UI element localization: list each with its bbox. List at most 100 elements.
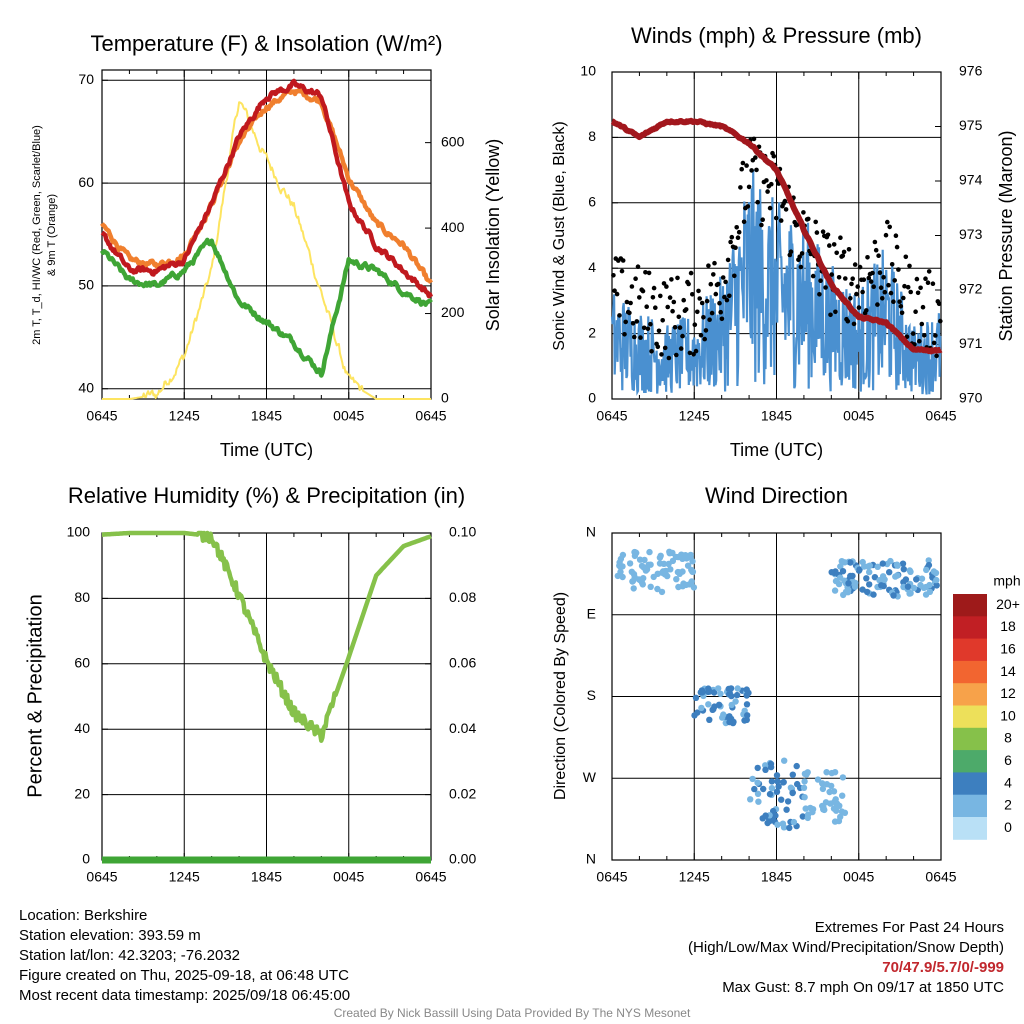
gust-point [771, 153, 777, 159]
gust-point [864, 308, 869, 313]
gust-point [653, 305, 658, 311]
x-tick-label: 0645 [925, 869, 956, 885]
series-2m-t [100, 78, 434, 299]
gust-point [749, 168, 754, 173]
x-tick-label: 0645 [86, 869, 117, 885]
direction-point [904, 583, 912, 590]
gust-point [674, 352, 679, 358]
gust-point [810, 273, 816, 279]
direction-point [838, 558, 845, 565]
y-tick-label-left: 100 [67, 524, 91, 540]
direction-point [744, 712, 751, 719]
y-tick-label-left: N [586, 524, 596, 540]
direction-point [692, 694, 700, 701]
gust-point [646, 270, 652, 276]
y-tick-label-left: 40 [78, 379, 94, 395]
gust-point [841, 249, 847, 255]
direction-point [762, 766, 769, 773]
direction-point [686, 581, 693, 588]
gust-point [833, 309, 838, 315]
gust-point [827, 243, 832, 248]
direction-point [856, 566, 863, 573]
direction-point [779, 820, 787, 827]
colorbar-swatch [953, 705, 987, 729]
gust-point [720, 275, 726, 280]
figure-canvas: 0645 1245 1845 0045 0645405060700200400600Te… [24, 23, 1021, 885]
direction-point [754, 779, 761, 786]
gust-point [872, 239, 878, 245]
colorbar-label: 16 [1000, 640, 1016, 656]
gust-point [740, 160, 746, 166]
direction-point [691, 712, 698, 719]
direction-point [665, 560, 672, 568]
gust-point [894, 244, 900, 250]
gust-point [637, 295, 642, 300]
gust-point [697, 296, 702, 301]
gust-point [852, 262, 858, 267]
colorbar: mph 20+ 18 16 14 12 10 8 6 4 2 0 [953, 573, 1021, 840]
x-tick-label: 0645 [415, 869, 446, 885]
y-axis-title-left: Percent & Precipitation [24, 594, 46, 797]
y-tick-label-left: S [587, 687, 596, 703]
gust-point [769, 181, 774, 187]
direction-point [933, 582, 940, 589]
gust-point [876, 253, 881, 258]
gust-point [877, 270, 883, 276]
gust-point [704, 298, 710, 304]
direction-point [794, 780, 801, 788]
y-tick-label-right: 0.04 [449, 720, 476, 736]
gust-point [783, 207, 789, 212]
y-tick-label-left: 8 [588, 128, 596, 144]
colorbar-label: 14 [1000, 663, 1016, 679]
gust-point [622, 332, 627, 337]
y-tick-label-left: 0 [588, 390, 596, 406]
direction-point [847, 559, 854, 566]
colorbar-swatch [953, 683, 987, 706]
x-tick-label: 1845 [251, 869, 282, 885]
colorbar-label: 2 [1004, 797, 1012, 813]
gust-point [650, 295, 656, 300]
direction-point [906, 567, 913, 574]
gust-point [645, 326, 651, 332]
direction-point [839, 792, 846, 799]
direction-point [892, 573, 899, 580]
gust-point [897, 299, 902, 305]
gust-point [678, 346, 684, 351]
gust-point [620, 258, 626, 263]
x-tick-label: 1845 [251, 408, 282, 424]
gust-point [745, 204, 751, 209]
gust-point [709, 310, 715, 316]
colorbar-label: 8 [1004, 730, 1012, 746]
direction-point [747, 796, 754, 803]
direction-point [837, 563, 844, 570]
direction-point [745, 689, 752, 697]
extremes-info: Extremes For Past 24 Hours (High/Low/Max… [688, 918, 1004, 998]
gust-point [850, 276, 855, 282]
series-gust [611, 136, 943, 361]
direction-point [699, 689, 706, 696]
direction-point [826, 788, 833, 796]
y-tick-label-left: 20 [74, 785, 90, 801]
extremes-heading: Extremes For Past 24 Hours [814, 919, 1004, 936]
direction-point [913, 576, 920, 583]
gust-point [751, 136, 757, 142]
gust-point [896, 267, 901, 272]
gust-point [715, 281, 721, 287]
y-tick-label-left: 2 [588, 324, 596, 340]
direction-point [654, 585, 661, 593]
gust-point [755, 199, 760, 205]
direction-point [800, 784, 808, 791]
gust-point [688, 270, 694, 276]
gust-point [840, 253, 846, 259]
direction-point [650, 573, 657, 581]
gust-point [834, 250, 839, 256]
x-tick-label: 1245 [679, 869, 710, 885]
y-tick-label-right: 970 [959, 390, 983, 406]
direction-point [727, 685, 735, 692]
gust-point [680, 333, 685, 339]
direction-point [617, 555, 625, 563]
gust-point [671, 299, 677, 305]
gust-point [923, 276, 928, 282]
direction-point [871, 574, 879, 581]
